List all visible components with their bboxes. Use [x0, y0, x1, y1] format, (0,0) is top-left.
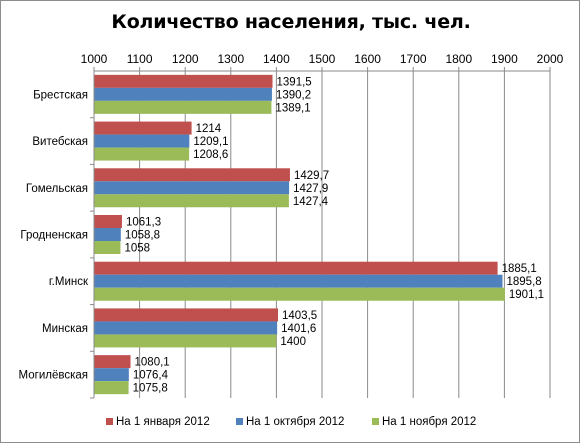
data-label: 1076,4 [133, 370, 169, 382]
legend-label: На 1 ноября 2012 [382, 416, 476, 428]
bar [94, 241, 121, 254]
category-label: Гродненская [20, 230, 88, 242]
x-tick-label: 1300 [217, 52, 244, 66]
bar [94, 181, 290, 195]
bar [94, 287, 505, 301]
legend-swatch [372, 418, 379, 425]
bar [94, 100, 272, 114]
bar [94, 321, 278, 335]
data-label: 1061,3 [126, 217, 161, 229]
data-label: 1885,1 [502, 263, 537, 275]
bar [94, 381, 129, 395]
category-label: Минская [42, 323, 88, 335]
bar [94, 274, 503, 288]
bar [94, 168, 290, 182]
category-label: Гомельская [26, 183, 88, 195]
data-label: 1400 [280, 336, 306, 348]
data-label: 1389,1 [275, 102, 310, 114]
bars [94, 74, 505, 395]
data-label: 1391,5 [277, 76, 312, 88]
legend: На 1 января 2012 На 1 октября 2012 На 1 но… [106, 416, 476, 428]
category-label: Витебская [32, 136, 88, 148]
x-tick-label: 1100 [127, 52, 153, 66]
bar [94, 147, 190, 161]
data-label: 1403,5 [282, 310, 317, 322]
chart-title: Количество населения, тыс. чел. [111, 11, 471, 33]
bar [94, 87, 272, 101]
x-tick-label: 1200 [172, 52, 199, 66]
legend-label: На 1 октября 2012 [246, 416, 344, 428]
x-tick-label: 1500 [309, 52, 336, 66]
data-label: 1208,6 [193, 149, 228, 161]
data-label: 1427,9 [293, 183, 328, 195]
data-label: 1401,6 [281, 323, 316, 335]
legend-swatch [236, 418, 243, 425]
bar [94, 368, 129, 382]
data-label: 1901,1 [509, 289, 544, 301]
data-label: 1058 [124, 243, 150, 255]
x-tick-label: 2000 [537, 52, 564, 66]
category-label: Брестская [33, 89, 88, 101]
bar [94, 74, 273, 88]
bar [94, 121, 192, 135]
x-tick-label: 1600 [354, 52, 381, 66]
data-label: 1080,1 [135, 357, 170, 369]
data-label: 1058,8 [125, 230, 160, 242]
axes: 1000 1100 1200 1300 1400 1500 1600 1700 1800 1900… [19, 52, 564, 399]
data-label: 1209,1 [193, 136, 228, 148]
gridlines [139, 71, 551, 398]
data-label: 1429,7 [294, 170, 329, 182]
bar [94, 355, 131, 369]
data-label: 1895,8 [506, 276, 541, 288]
data-label: 1075,8 [133, 383, 168, 395]
x-tick-label: 1400 [263, 52, 290, 66]
bar [94, 228, 121, 241]
bar [94, 134, 190, 148]
legend-swatch [106, 418, 113, 425]
bar [94, 334, 277, 348]
category-label: г.Минск [49, 276, 89, 288]
bar [94, 308, 278, 322]
x-tick-label: 1700 [400, 52, 427, 66]
data-label: 1390,2 [276, 89, 311, 101]
legend-label: На 1 января 2012 [116, 416, 210, 428]
x-tick-label: 1900 [491, 52, 518, 66]
category-label: Могилёвская [19, 370, 88, 382]
bar [94, 261, 498, 275]
data-label: 1427,4 [293, 196, 329, 208]
data-label: 1214 [196, 123, 222, 135]
x-tick-label: 1800 [445, 52, 472, 66]
x-tick-label: 1000 [81, 52, 108, 66]
bar [94, 215, 122, 228]
bar [94, 194, 289, 208]
